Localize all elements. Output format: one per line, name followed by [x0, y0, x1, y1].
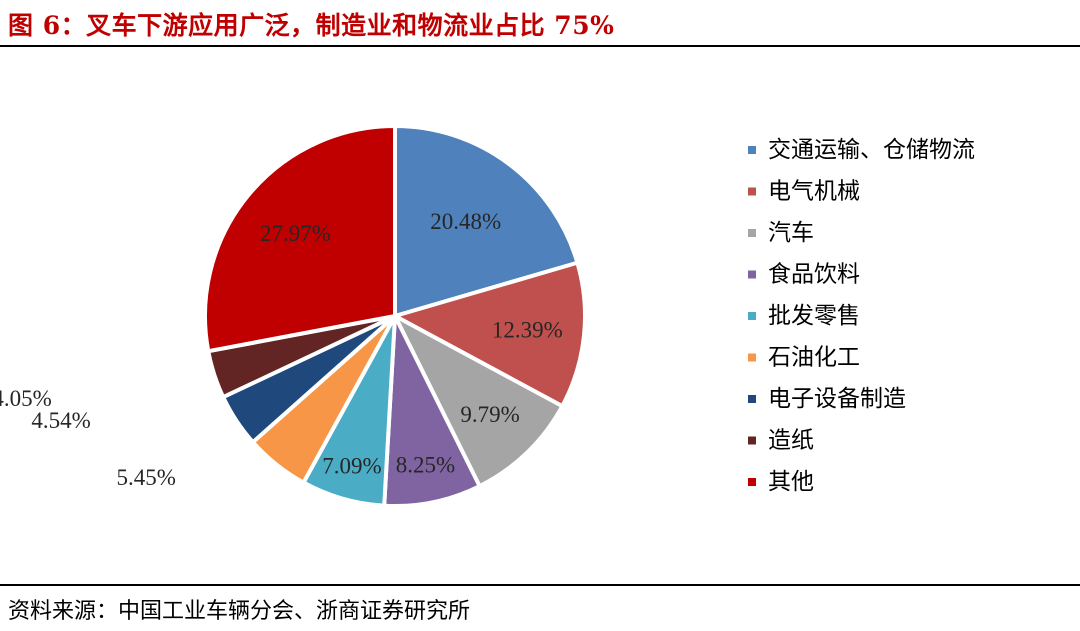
pie-data-label: 5.45%	[117, 465, 176, 490]
pie-data-label: 4.54%	[31, 408, 90, 433]
legend-swatch	[748, 312, 756, 320]
legend-swatch	[748, 229, 756, 237]
source-divider	[0, 584, 1080, 586]
pie-data-label: 27.97%	[260, 221, 331, 246]
pie-data-label: 4.05%	[0, 386, 52, 411]
legend-label: 食品饮料	[768, 262, 860, 288]
legend-label: 造纸	[768, 428, 814, 454]
legend-swatch	[748, 478, 756, 486]
figure-title: 图 6：叉车下游应用广泛，制造业和物流业占比 75%	[8, 11, 615, 40]
pie-data-labels: 20.48% 12.39% 9.79%8.25% 7.09% 5.45% 4.54%4.0…	[0, 209, 563, 490]
pie-slice	[393, 124, 580, 318]
legend-swatch	[748, 270, 756, 279]
pie-slice	[203, 124, 397, 354]
legend-swatch	[748, 353, 756, 362]
pie-data-label: 20.48%	[430, 209, 501, 234]
pie-slices	[203, 124, 587, 508]
pie-slice	[393, 314, 565, 489]
pie-data-label: 9.79%	[460, 402, 519, 427]
pie-data-label: 12.39%	[492, 317, 563, 342]
legend-label: 电气机械	[768, 179, 860, 205]
legend-label: 批发零售	[768, 303, 860, 329]
legend-label: 电子设备制造	[768, 386, 906, 412]
legend-swatch	[748, 395, 756, 403]
pie-data-label: 8.25%	[396, 452, 455, 477]
title-divider	[0, 45, 1080, 47]
legend-label: 石油化工	[768, 345, 860, 371]
legend-label: 其他	[768, 469, 814, 495]
legend-label: 交通运输、仓储物流	[768, 137, 975, 163]
legend-swatch	[748, 436, 756, 445]
legend-swatch	[748, 187, 756, 196]
pie-chart: 20.48% 12.39% 9.79%8.25% 7.09% 5.45% 4.54%4.0…	[0, 124, 975, 508]
source-note: 资料来源：中国工业车辆分会、浙商证券研究所	[8, 599, 471, 624]
pie-data-label: 7.09%	[322, 453, 381, 478]
pie-slice	[393, 260, 587, 409]
legend-swatch	[748, 146, 756, 154]
legend-label: 汽车	[768, 220, 814, 246]
